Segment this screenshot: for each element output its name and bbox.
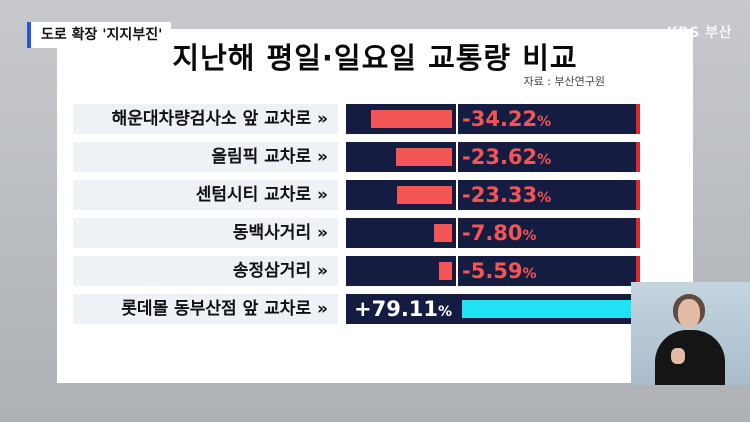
intersection-label: 동백사거리 » (73, 218, 338, 248)
change-value: -5.59 (462, 259, 523, 283)
bar-end-marker (636, 104, 640, 134)
zero-divider (456, 218, 458, 248)
bar-track: -23.33% (346, 180, 640, 210)
change-value: -23.62 (462, 145, 538, 169)
comparison-row: 동백사거리 » -7.80% (73, 218, 640, 248)
percent-unit: % (537, 114, 552, 130)
percent-unit: % (522, 228, 537, 244)
bar-track: -7.80% (346, 218, 640, 248)
percent-unit: % (537, 152, 552, 168)
intersection-label: 올림픽 교차로 » (73, 142, 338, 172)
comparison-row: 송정삼거리 » -5.59% (73, 256, 640, 286)
value-label: -23.33% (462, 180, 551, 210)
decrease-bar (433, 224, 452, 242)
intersection-label: 롯데몰 동부산점 앞 교차로 » (73, 294, 338, 324)
comparison-row: 올림픽 교차로 » -23.62% (73, 142, 640, 172)
zero-divider (456, 180, 458, 210)
bar-track: +79.11% (346, 294, 716, 324)
sign-language-interpreter (631, 282, 750, 385)
bar-end-marker (636, 180, 640, 210)
intersection-label: 해운대차량검사소 앞 교차로 » (73, 104, 338, 134)
change-value: +79.11 (354, 297, 439, 321)
percent-unit: % (522, 266, 537, 282)
value-label: -7.80% (462, 218, 537, 248)
change-value: -23.33 (462, 183, 538, 207)
comparison-row: 센텀시티 교차로 » -23.33% (73, 180, 640, 210)
bar-track: -23.62% (346, 142, 640, 172)
bar-end-marker (636, 142, 640, 172)
bar-track: -34.22% (346, 104, 640, 134)
change-value: -7.80 (462, 221, 523, 245)
value-label: -5.59% (462, 256, 537, 286)
bar-end-marker (636, 256, 640, 286)
decrease-bar (438, 262, 452, 280)
decrease-bar (396, 186, 452, 204)
interpreter-body (655, 330, 725, 385)
source-note: 자료 : 부산연구원 (523, 75, 605, 88)
intersection-label: 센텀시티 교차로 » (73, 180, 338, 210)
percent-unit: % (438, 304, 453, 320)
broadcaster-logo: KBS 부산 (666, 25, 732, 41)
bar-track: -5.59% (346, 256, 640, 286)
comparison-row: 롯데몰 동부산점 앞 교차로 » +79.11% (73, 294, 716, 324)
change-value: -34.22 (462, 107, 538, 131)
intersection-label: 송정삼거리 » (73, 256, 338, 286)
interpreter-face (678, 299, 700, 328)
bar-end-marker (636, 218, 640, 248)
decrease-bar (396, 148, 452, 166)
zero-divider (456, 142, 458, 172)
decrease-bar (370, 110, 452, 128)
percent-unit: % (537, 190, 552, 206)
graphic-title: 지난해 평일·일요일 교통량 비교 (172, 41, 578, 75)
value-label: -23.62% (462, 142, 551, 172)
zero-divider (456, 104, 458, 134)
interpreter-hand (671, 348, 685, 364)
comparison-row: 해운대차량검사소 앞 교차로 » -34.22% (73, 104, 640, 134)
news-caption: 도로 확장 '지지부진' (27, 22, 172, 48)
value-label: -34.22% (462, 104, 551, 134)
zero-divider (456, 256, 458, 286)
value-label: +79.11% (354, 294, 452, 324)
